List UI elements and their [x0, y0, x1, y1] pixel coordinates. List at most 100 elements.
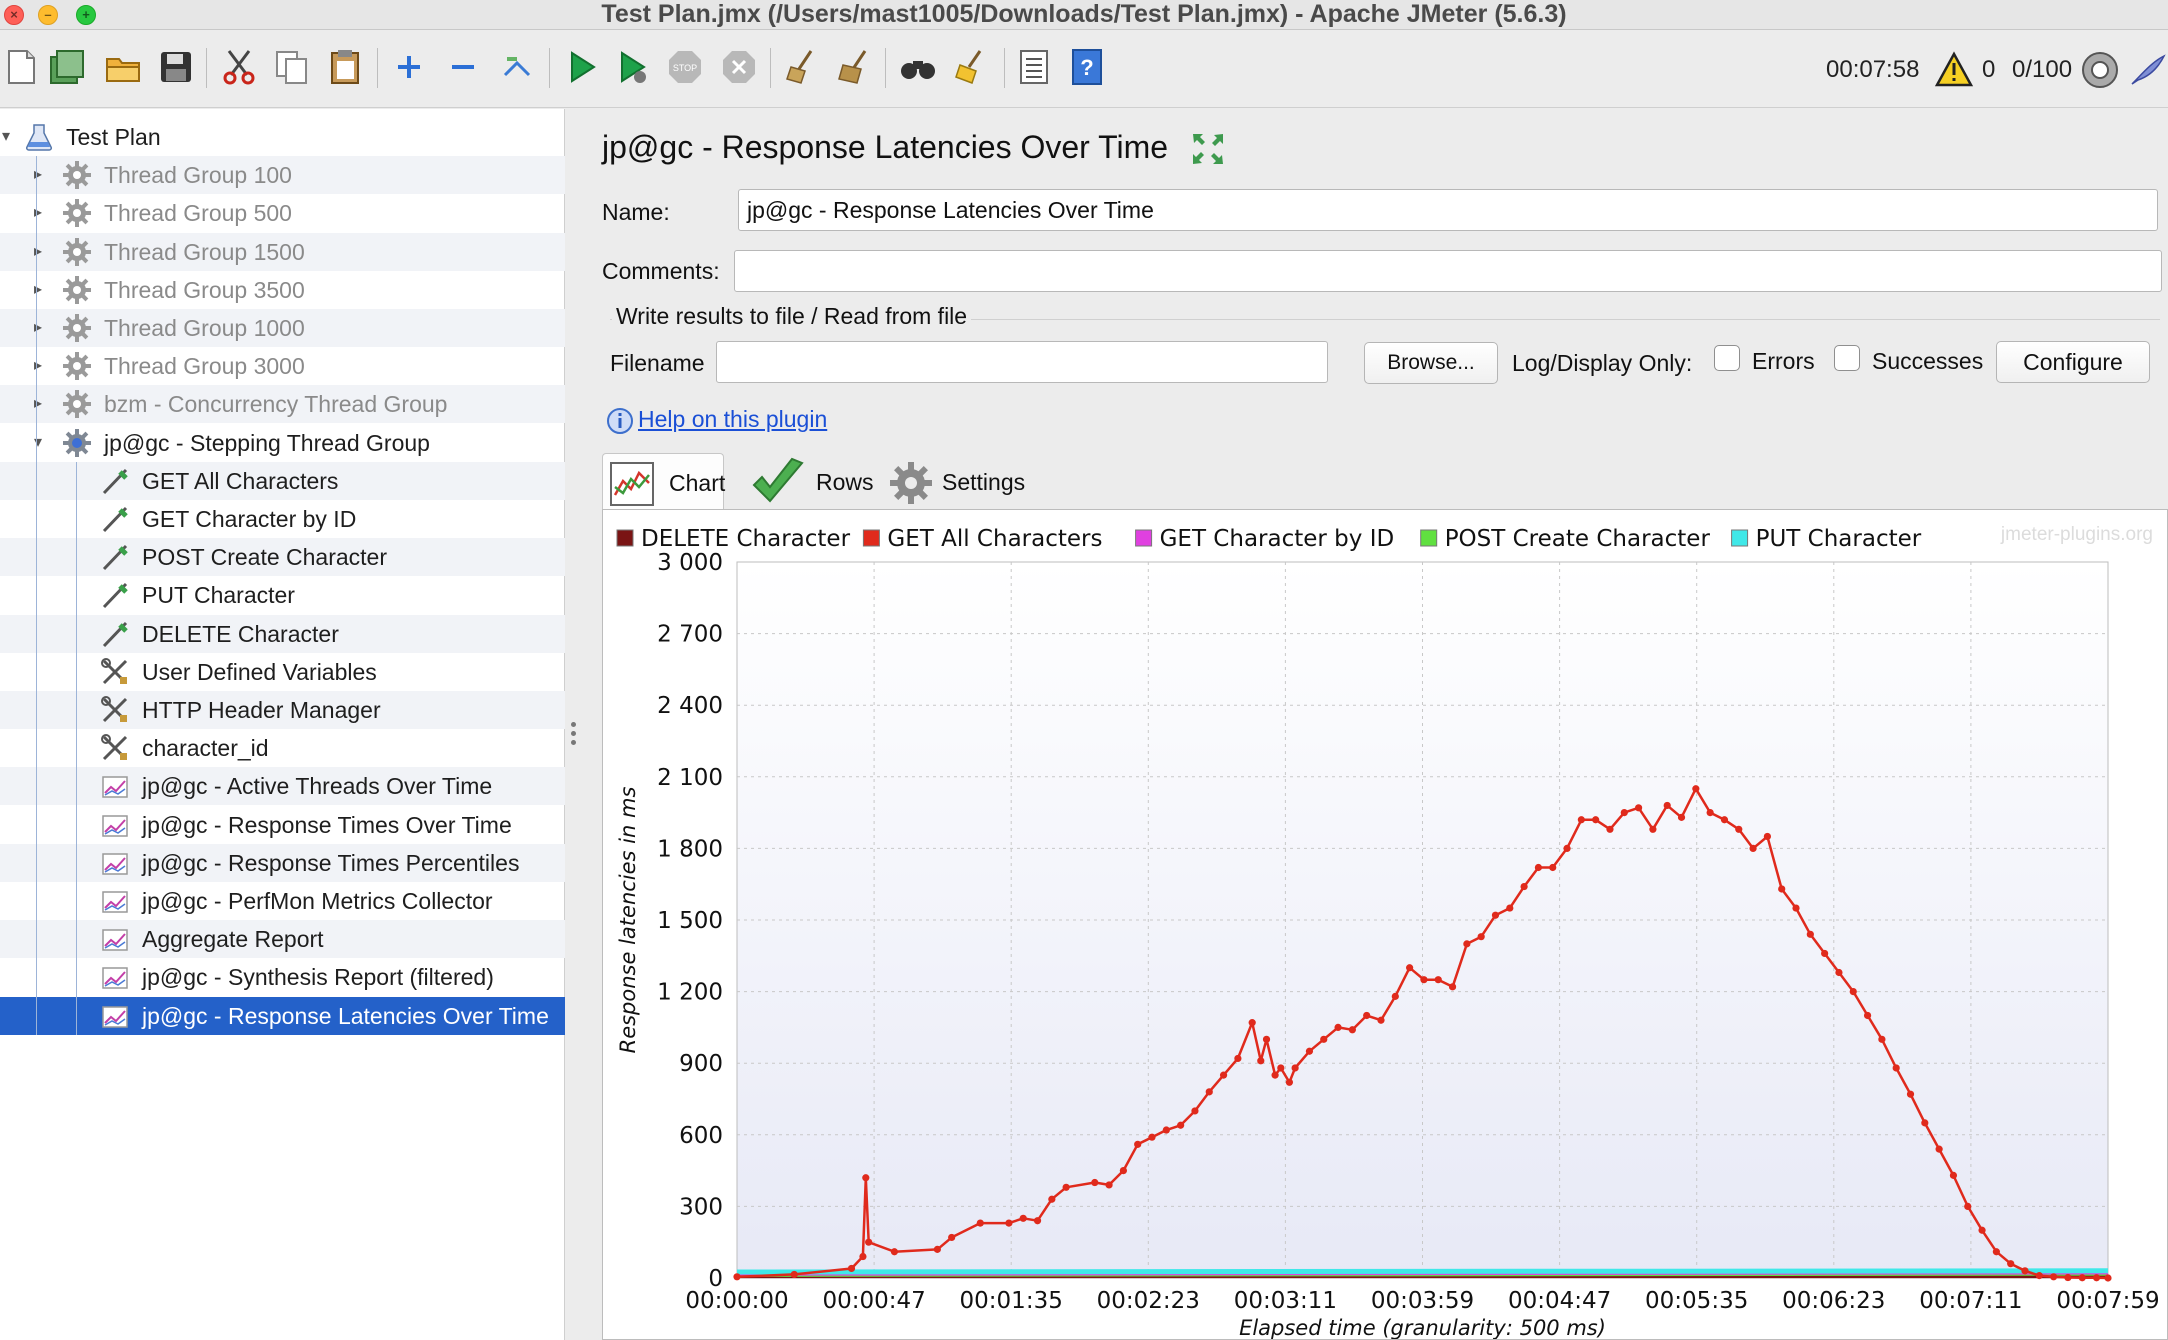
clear-button[interactable] [780, 46, 822, 88]
legend-swatch [616, 529, 634, 547]
tree-item-sampler[interactable]: PUT Character [0, 576, 565, 614]
data-point [1821, 949, 1829, 958]
successes-checkbox[interactable] [1834, 345, 1860, 371]
test-plan-tree[interactable]: ▾ Test Plan ▸ Thread Group 100 ▸ Thread Gro… [0, 109, 565, 1340]
zoom-window-button[interactable]: + [76, 5, 96, 25]
expand-arrow-icon[interactable]: ▸ [33, 166, 43, 184]
tree-item-listener[interactable]: jp@gc - PerfMon Metrics Collector [0, 882, 565, 920]
elapsed-time: 00:07:58 [1826, 56, 1920, 83]
tree-item-sampler[interactable]: GET Character by ID [0, 500, 565, 538]
tab-rows[interactable]: Rows [750, 453, 876, 511]
data-point [1634, 804, 1643, 812]
tree-item-thread-group[interactable]: ▸ bzm - Concurrency Thread Group [0, 385, 565, 424]
x-tick-label: 00:04:47 [1508, 1288, 1611, 1314]
save-button[interactable] [155, 46, 197, 88]
paste-icon [331, 50, 359, 84]
collapse-all-button[interactable] [442, 46, 484, 88]
open-button[interactable] [102, 46, 144, 88]
tree-item-thread-group[interactable]: ▾ jp@gc - Stepping Thread Group [0, 424, 565, 462]
expand-arrow-icon[interactable]: ▸ [33, 395, 43, 413]
y-tick-label: 0 [708, 1266, 723, 1292]
tree-item-listener[interactable]: jp@gc - Response Times Over Time [0, 806, 565, 844]
help-button[interactable]: ? [1066, 46, 1108, 88]
data-point [1377, 1016, 1385, 1024]
legend-entry: GET All Characters [887, 526, 1102, 552]
splitter-handle[interactable] [571, 722, 577, 748]
paste-button[interactable] [325, 46, 367, 88]
data-point [1992, 1248, 2000, 1256]
close-window-button[interactable]: × [4, 5, 24, 25]
function-helper-button[interactable] [1012, 46, 1054, 88]
stop-button[interactable]: STOP [664, 46, 706, 88]
reset-search-button[interactable] [951, 46, 993, 88]
tree-item-sampler[interactable]: DELETE Character [0, 614, 565, 653]
search-button[interactable] [897, 46, 939, 88]
tree-item-thread-group[interactable]: ▸ Thread Group 500 [0, 194, 565, 232]
y-tick-label: 1 800 [657, 836, 723, 862]
name-field[interactable]: jp@gc - Response Latencies Over Time [738, 189, 2158, 231]
data-point [862, 1174, 870, 1182]
tree-item-test-plan[interactable]: ▾ Test Plan [0, 118, 565, 156]
play-icon [571, 51, 596, 83]
copy-button[interactable] [271, 46, 313, 88]
tab-settings[interactable]: Settings [888, 453, 1038, 511]
tree-item-thread-group[interactable]: ▸ Thread Group 1000 [0, 309, 565, 347]
tree-item-config[interactable]: HTTP Header Manager [0, 691, 565, 729]
comments-field[interactable] [734, 250, 2162, 292]
remote-status-icon [2080, 50, 2122, 90]
expand-all-button[interactable] [388, 46, 430, 88]
errors-checkbox[interactable] [1714, 345, 1740, 371]
minimize-window-button[interactable]: – [38, 5, 58, 25]
expand-arrow-icon[interactable]: ▸ [33, 357, 43, 375]
help-link[interactable]: Help on this plugin [638, 406, 828, 432]
tree-item-sampler[interactable]: GET All Characters [0, 461, 565, 500]
tree-item-thread-group[interactable]: ▸ Thread Group 100 [0, 156, 565, 195]
collapse-arrow-icon[interactable]: ▾ [1, 128, 11, 145]
y-tick-label: 2 700 [657, 622, 723, 648]
data-point [1019, 1214, 1027, 1222]
tree-item-listener[interactable]: jp@gc - Response Times Percentiles [0, 843, 565, 882]
tree-item-listener[interactable]: Aggregate Report [0, 920, 565, 959]
data-point [1863, 1011, 1872, 1020]
expand-arrow-icon[interactable]: ▸ [33, 280, 43, 298]
toggle-button[interactable] [496, 46, 538, 88]
data-point [1177, 1121, 1185, 1129]
y-tick-label: 1 500 [657, 908, 723, 934]
data-point [1706, 809, 1714, 817]
start-button[interactable] [560, 46, 602, 88]
maximize-icon[interactable] [1190, 131, 1226, 167]
comments-label: Comments: [602, 258, 720, 284]
expand-arrow-icon[interactable]: ▸ [33, 242, 43, 260]
tree-item-config[interactable]: User Defined Variables [0, 653, 565, 691]
x-tick-label: 00:07:59 [2056, 1288, 2159, 1314]
tree-item-listener[interactable]: jp@gc - Active Threads Over Time [0, 767, 565, 806]
tab-chart[interactable]: Chart [602, 453, 725, 511]
start-no-pauses-button[interactable] [612, 46, 654, 88]
configure-button[interactable]: Configure [1996, 341, 2150, 383]
tree-item-thread-group[interactable]: ▸ Thread Group 3000 [0, 347, 565, 385]
expand-arrow-icon[interactable]: ▸ [33, 319, 43, 336]
shutdown-button[interactable] [718, 46, 760, 88]
tree-guide-line [36, 156, 37, 1035]
save-icon [161, 52, 191, 82]
data-point [1434, 976, 1442, 984]
templates-button[interactable] [46, 46, 88, 88]
clear-all-broom-icon [838, 50, 867, 84]
clear-all-button[interactable] [834, 46, 876, 88]
expand-arrow-icon[interactable]: ▸ [33, 204, 43, 222]
browse-button[interactable]: Browse... [1364, 342, 1498, 384]
tree-item-sampler[interactable]: POST Create Character [0, 538, 565, 577]
tree-item-thread-group[interactable]: ▸ Thread Group 3500 [0, 271, 565, 309]
cut-button[interactable] [218, 46, 260, 88]
data-point [1735, 825, 1743, 833]
collapse-arrow-icon[interactable]: ▾ [33, 433, 43, 451]
tree-item-thread-group[interactable]: ▸ Thread Group 1500 [0, 232, 565, 271]
tree-item-listener[interactable]: jp@gc - Response Latencies Over Time [0, 996, 565, 1035]
filename-field[interactable] [716, 341, 1328, 383]
tree-item-listener[interactable]: jp@gc - Synthesis Report (filtered) [0, 958, 565, 996]
new-button[interactable] [0, 46, 42, 88]
log-display-label: Log/Display Only: [1512, 350, 1693, 376]
data-point [1062, 1183, 1070, 1191]
warning-icon[interactable] [1934, 50, 1976, 90]
tree-item-config[interactable]: character_id [0, 729, 565, 767]
